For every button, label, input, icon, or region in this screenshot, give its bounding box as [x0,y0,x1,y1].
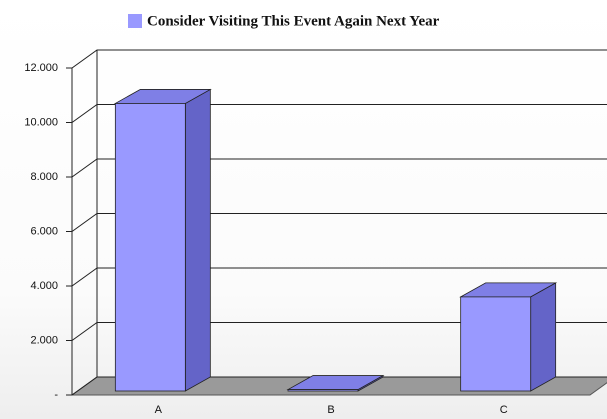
y-tick-label: 8.000 [30,171,58,183]
grid-line [66,49,607,69]
bar [460,296,532,392]
x-tick-label: B [327,404,334,416]
bar-side [184,88,211,392]
x-tick-label: C [500,404,508,416]
bar-side [530,282,557,392]
y-tick-label: 6.000 [30,225,58,237]
grid-line [66,158,607,178]
grid-line [66,104,607,123]
legend-label: Consider Visiting This Event Again Next … [147,13,440,29]
x-tick-label: A [155,404,163,416]
legend-swatch [128,14,142,28]
grid-line [66,213,607,232]
y-tick-label: - [54,389,58,401]
y-tick-label: 4.000 [30,280,58,292]
grid-line [66,322,607,341]
bar [287,389,359,392]
legend: Consider Visiting This Event Again Next … [128,13,440,29]
y-tick-label: 12.000 [24,62,58,74]
y-tick-label: 2.000 [30,334,58,346]
bar [114,103,186,392]
grid-line [66,267,607,287]
y-tick-label: 10.000 [24,116,58,128]
